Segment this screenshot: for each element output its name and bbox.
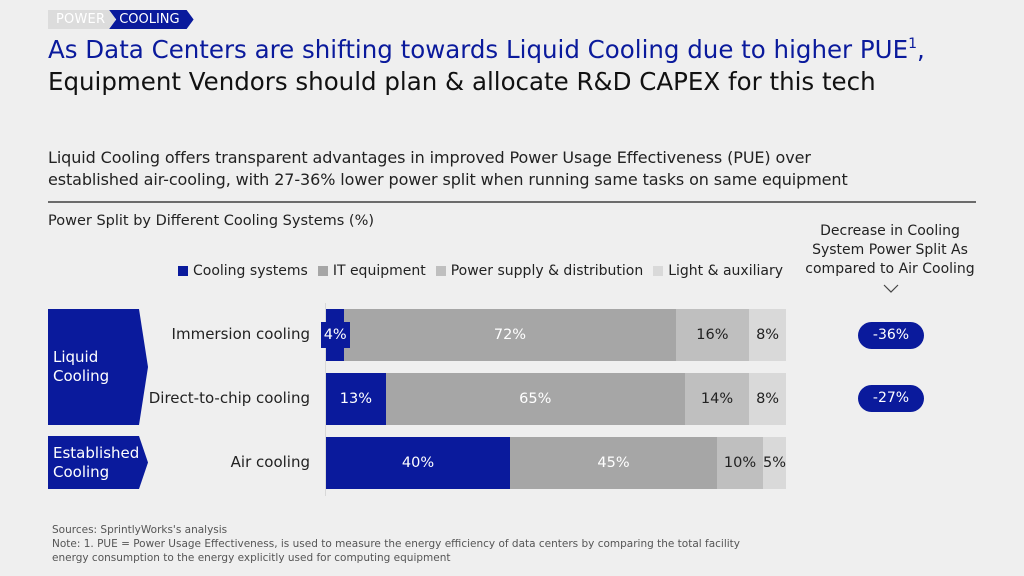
data-label: 8% [756,391,780,407]
footer-sources: Sources: SprintlyWorks's analysis [52,524,228,536]
title-line2: Equipment Vendors should plan & allocate… [48,67,876,96]
footer-note-line2: energy consumption to the energy explici… [52,552,451,564]
title-line1: As Data Centers are shifting towards Liq… [48,35,909,64]
bar-segment-it: 72% [344,309,676,361]
data-label: 16% [696,327,729,343]
row-label: Immersion cooling [171,325,310,343]
data-label: 8% [756,327,780,343]
decrease-badge-direct-to-chip: -27% [858,385,924,412]
group-label-liquid: Liquid Cooling [48,309,148,425]
bar-segment-cooling: 13% [326,373,386,425]
decrease-heading: Decrease in Cooling System Power Split A… [795,222,985,279]
title-line1-suffix: , [917,35,925,64]
breadcrumb: POWER COOLING [48,10,194,29]
legend-item-it: IT equipment [317,263,426,279]
legend-label: Cooling systems [193,263,308,279]
legend-swatch [435,266,446,276]
group-label-line: Cooling [53,367,110,385]
legend-item-cooling: Cooling systems [178,263,308,279]
bar-segment-power: 10% [717,437,763,489]
bar-segment-cooling: 40% [326,437,510,489]
data-label: 72% [493,327,527,343]
legend-swatch [178,266,188,276]
breadcrumb-cooling[interactable]: COOLING [109,10,193,29]
group-label-line: Cooling [53,462,110,481]
bar-segment-light: 5% [763,437,786,489]
data-label: 13% [339,391,373,407]
legend-item-light: Light & auxiliary [653,263,783,279]
chart-title: Power Split by Different Cooling Systems… [48,213,375,229]
group-label-line: Liquid [53,348,99,366]
legend-swatch [317,266,328,276]
subtitle-line2: established air-cooling, with 27-36% low… [48,170,848,189]
data-label: 40% [401,455,435,471]
data-label: 45% [597,455,630,471]
divider [48,201,976,203]
row-label: Air cooling [230,453,310,471]
legend-label: Power supply & distribution [450,263,644,279]
legend-label: Light & auxiliary [668,263,784,279]
chevron-down-icon [883,284,899,293]
bar-segment-it: 45% [510,437,717,489]
title-footnote-marker: 1 [908,36,918,52]
footer: Sources: SprintlyWorks's analysis Note: … [52,523,740,565]
decrease-heading-line2: System Power Split As [812,242,968,258]
bar-segment-it: 65% [385,373,685,425]
bar-segment-light: 8% [749,309,786,361]
breadcrumb-power[interactable]: POWER [48,10,116,29]
data-label: 65% [519,391,552,407]
bar-segment-power: 16% [675,309,750,361]
bar-segment-light: 8% [749,373,786,425]
legend-swatch [653,266,664,276]
data-label: 5% [763,455,787,471]
decrease-heading-line3: compared to Air Cooling [805,261,975,277]
data-label: 14% [700,391,734,407]
subtitle: Liquid Cooling offers transparent advant… [48,147,848,191]
group-label-line: Established [53,443,140,462]
group-label-established: Established Cooling [48,436,148,489]
data-label: 10% [723,455,757,471]
footer-note-line1: Note: 1. PUE = Power Usage Effectiveness… [52,538,741,550]
chart-legend: Cooling systems IT equipment Power suppl… [178,263,793,279]
row-label: Direct-to-chip cooling [148,389,310,407]
decrease-badge-immersion: -36% [858,322,924,349]
bar-segment-power: 14% [684,373,750,425]
page-title: As Data Centers are shifting towards Liq… [48,34,925,98]
chart-axis [325,303,326,496]
legend-label: IT equipment [332,263,426,279]
subtitle-line1: Liquid Cooling offers transparent advant… [48,148,811,167]
legend-item-power: Power supply & distribution [435,263,644,279]
decrease-heading-line1: Decrease in Cooling [820,223,960,239]
bar-segment-cooling: 4% [320,309,350,361]
data-label: 4% [320,322,350,348]
